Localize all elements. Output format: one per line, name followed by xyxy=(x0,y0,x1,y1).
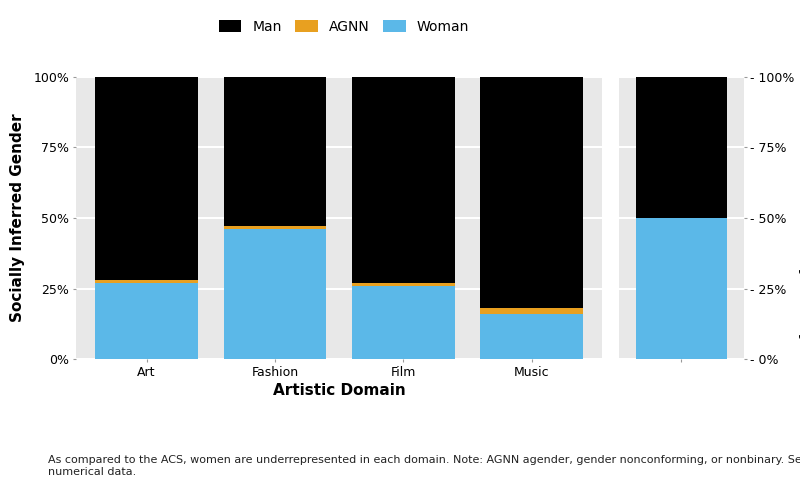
Bar xyxy=(224,227,326,229)
Bar xyxy=(352,283,454,286)
Bar xyxy=(224,229,326,359)
X-axis label: Artistic Domain: Artistic Domain xyxy=(273,383,406,399)
Bar xyxy=(481,77,583,308)
Bar xyxy=(95,283,198,359)
Bar xyxy=(352,77,454,283)
Y-axis label: Socially Inferred Gender: Socially Inferred Gender xyxy=(10,114,25,322)
Bar xyxy=(352,286,454,359)
Bar xyxy=(95,280,198,283)
Bar xyxy=(636,77,727,218)
Bar xyxy=(95,77,198,280)
Bar xyxy=(481,308,583,314)
Bar xyxy=(224,77,326,227)
Y-axis label: American Community Survey: American Community Survey xyxy=(798,93,800,342)
Bar xyxy=(481,314,583,359)
Bar xyxy=(636,218,727,359)
Text: As compared to the ACS, women are underrepresented in each domain. Note: AGNN ag: As compared to the ACS, women are underr… xyxy=(48,455,800,477)
Legend: Man, AGNN, Woman: Man, AGNN, Woman xyxy=(214,14,474,39)
